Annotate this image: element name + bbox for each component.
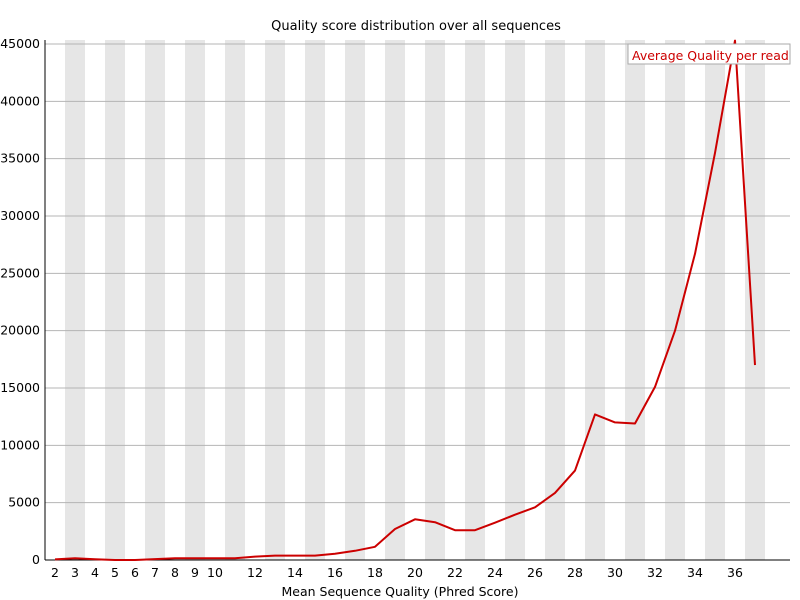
band	[545, 40, 565, 560]
x-tick-label: 2	[51, 565, 59, 580]
y-tick-label: 20000	[0, 323, 40, 338]
x-tick-label: 9	[191, 565, 199, 580]
y-tick-label: 45000	[0, 36, 40, 51]
band	[265, 40, 285, 560]
y-tick-label: 5000	[8, 495, 40, 510]
x-tick-label: 32	[647, 565, 663, 580]
chart-title: Quality score distribution over all sequ…	[271, 19, 561, 34]
y-tick-label: 40000	[0, 93, 40, 108]
x-tick-label: 18	[367, 565, 383, 580]
band	[465, 40, 485, 560]
x-tick-label: 3	[71, 565, 79, 580]
band	[505, 40, 525, 560]
x-tick-label: 28	[567, 565, 583, 580]
y-tick-label: 30000	[0, 208, 40, 223]
y-tick-label: 0	[32, 552, 40, 567]
band	[305, 40, 325, 560]
x-tick-label: 20	[407, 565, 423, 580]
band	[65, 40, 85, 560]
y-tick-label: 35000	[0, 151, 40, 166]
alternating-bands	[65, 40, 765, 560]
x-tick-label: 5	[111, 565, 119, 580]
x-axis-label: Mean Sequence Quality (Phred Score)	[282, 584, 519, 599]
band	[185, 40, 205, 560]
y-axis-ticks: 0 5000 10000 15000 20000 25000 30000 35000 40000…	[0, 36, 40, 567]
series-line	[54, 39, 756, 561]
band	[105, 40, 125, 560]
x-tick-label: 30	[607, 565, 623, 580]
band	[585, 40, 605, 560]
x-tick-label: 14	[287, 565, 303, 580]
x-tick-label: 8	[171, 565, 179, 580]
x-tick-label: 10	[207, 565, 223, 580]
axes	[44, 40, 790, 561]
x-tick-label: 22	[447, 565, 463, 580]
band	[385, 40, 405, 560]
band	[665, 40, 685, 560]
x-tick-label: 6	[131, 565, 139, 580]
band	[625, 40, 645, 560]
band	[225, 40, 245, 560]
legend-entry: Average Quality per read	[632, 48, 789, 63]
band	[745, 40, 765, 560]
y-tick-label: 25000	[0, 265, 40, 280]
x-tick-label: 34	[687, 565, 703, 580]
y-tick-label: 10000	[0, 437, 40, 452]
x-tick-label: 16	[327, 565, 343, 580]
band	[345, 40, 365, 560]
y-tick-label: 15000	[0, 380, 40, 395]
legend: Average Quality per read	[627, 43, 791, 65]
gridlines	[45, 43, 790, 504]
band	[705, 40, 725, 560]
x-tick-label: 26	[527, 565, 543, 580]
x-axis-ticks: 2 3 4 5 6 7 8 9 10 12 14 16 18 20 22 24 26 28 30 32 34 36	[51, 565, 743, 580]
x-tick-label: 36	[727, 565, 743, 580]
x-tick-label: 4	[91, 565, 99, 580]
series-layer	[54, 39, 756, 561]
x-tick-label: 24	[487, 565, 503, 580]
x-tick-label: 12	[247, 565, 263, 580]
legend-box	[627, 43, 791, 65]
band	[425, 40, 445, 560]
x-tick-label: 7	[151, 565, 159, 580]
band	[145, 40, 165, 560]
